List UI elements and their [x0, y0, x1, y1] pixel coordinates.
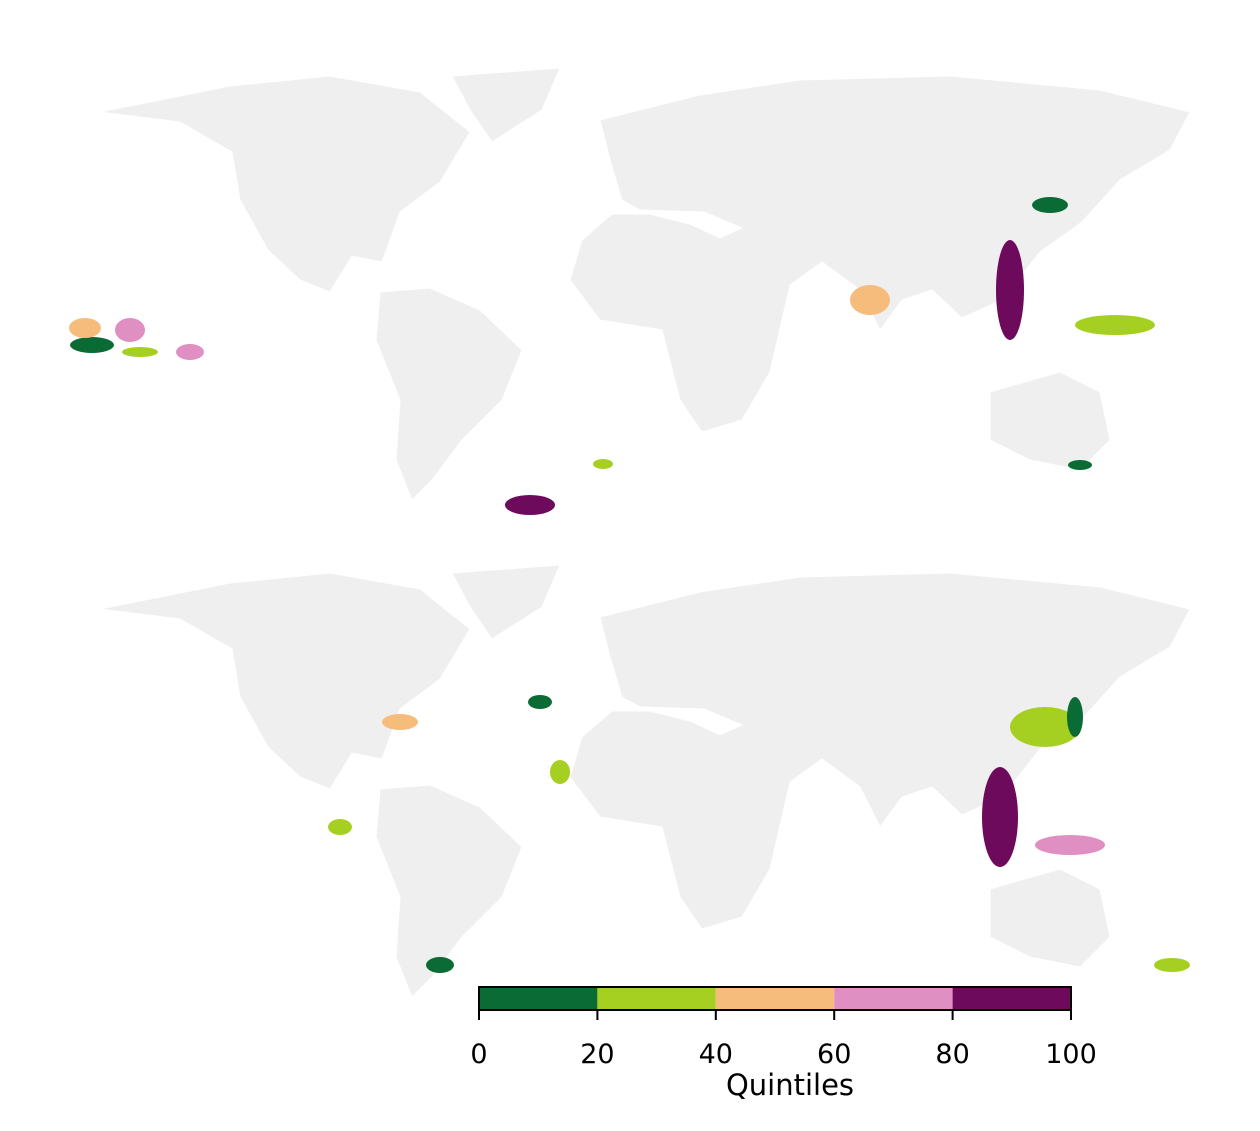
map-bottom: [99, 564, 1191, 998]
tick-label: 40: [699, 1039, 733, 1070]
colorbar-segment: [715, 987, 835, 1010]
colorbar-segment: [479, 987, 598, 1010]
colorbar-frame: [478, 986, 1072, 1011]
tick-label: 80: [935, 1039, 969, 1070]
tick-label: 60: [817, 1039, 851, 1070]
colorbar: 0 20 40 60 80 100: [470, 986, 1097, 1070]
colorbar-segment: [597, 987, 716, 1010]
tick-label: 20: [580, 1039, 614, 1070]
colorbar-segment: [834, 987, 953, 1010]
colorbar-label: Quintiles: [726, 1068, 854, 1102]
colorbar-segment: [952, 987, 1071, 1010]
map-top: [69, 67, 1191, 515]
tick-label: 100: [1045, 1039, 1097, 1070]
tick-label: 0: [470, 1039, 487, 1070]
